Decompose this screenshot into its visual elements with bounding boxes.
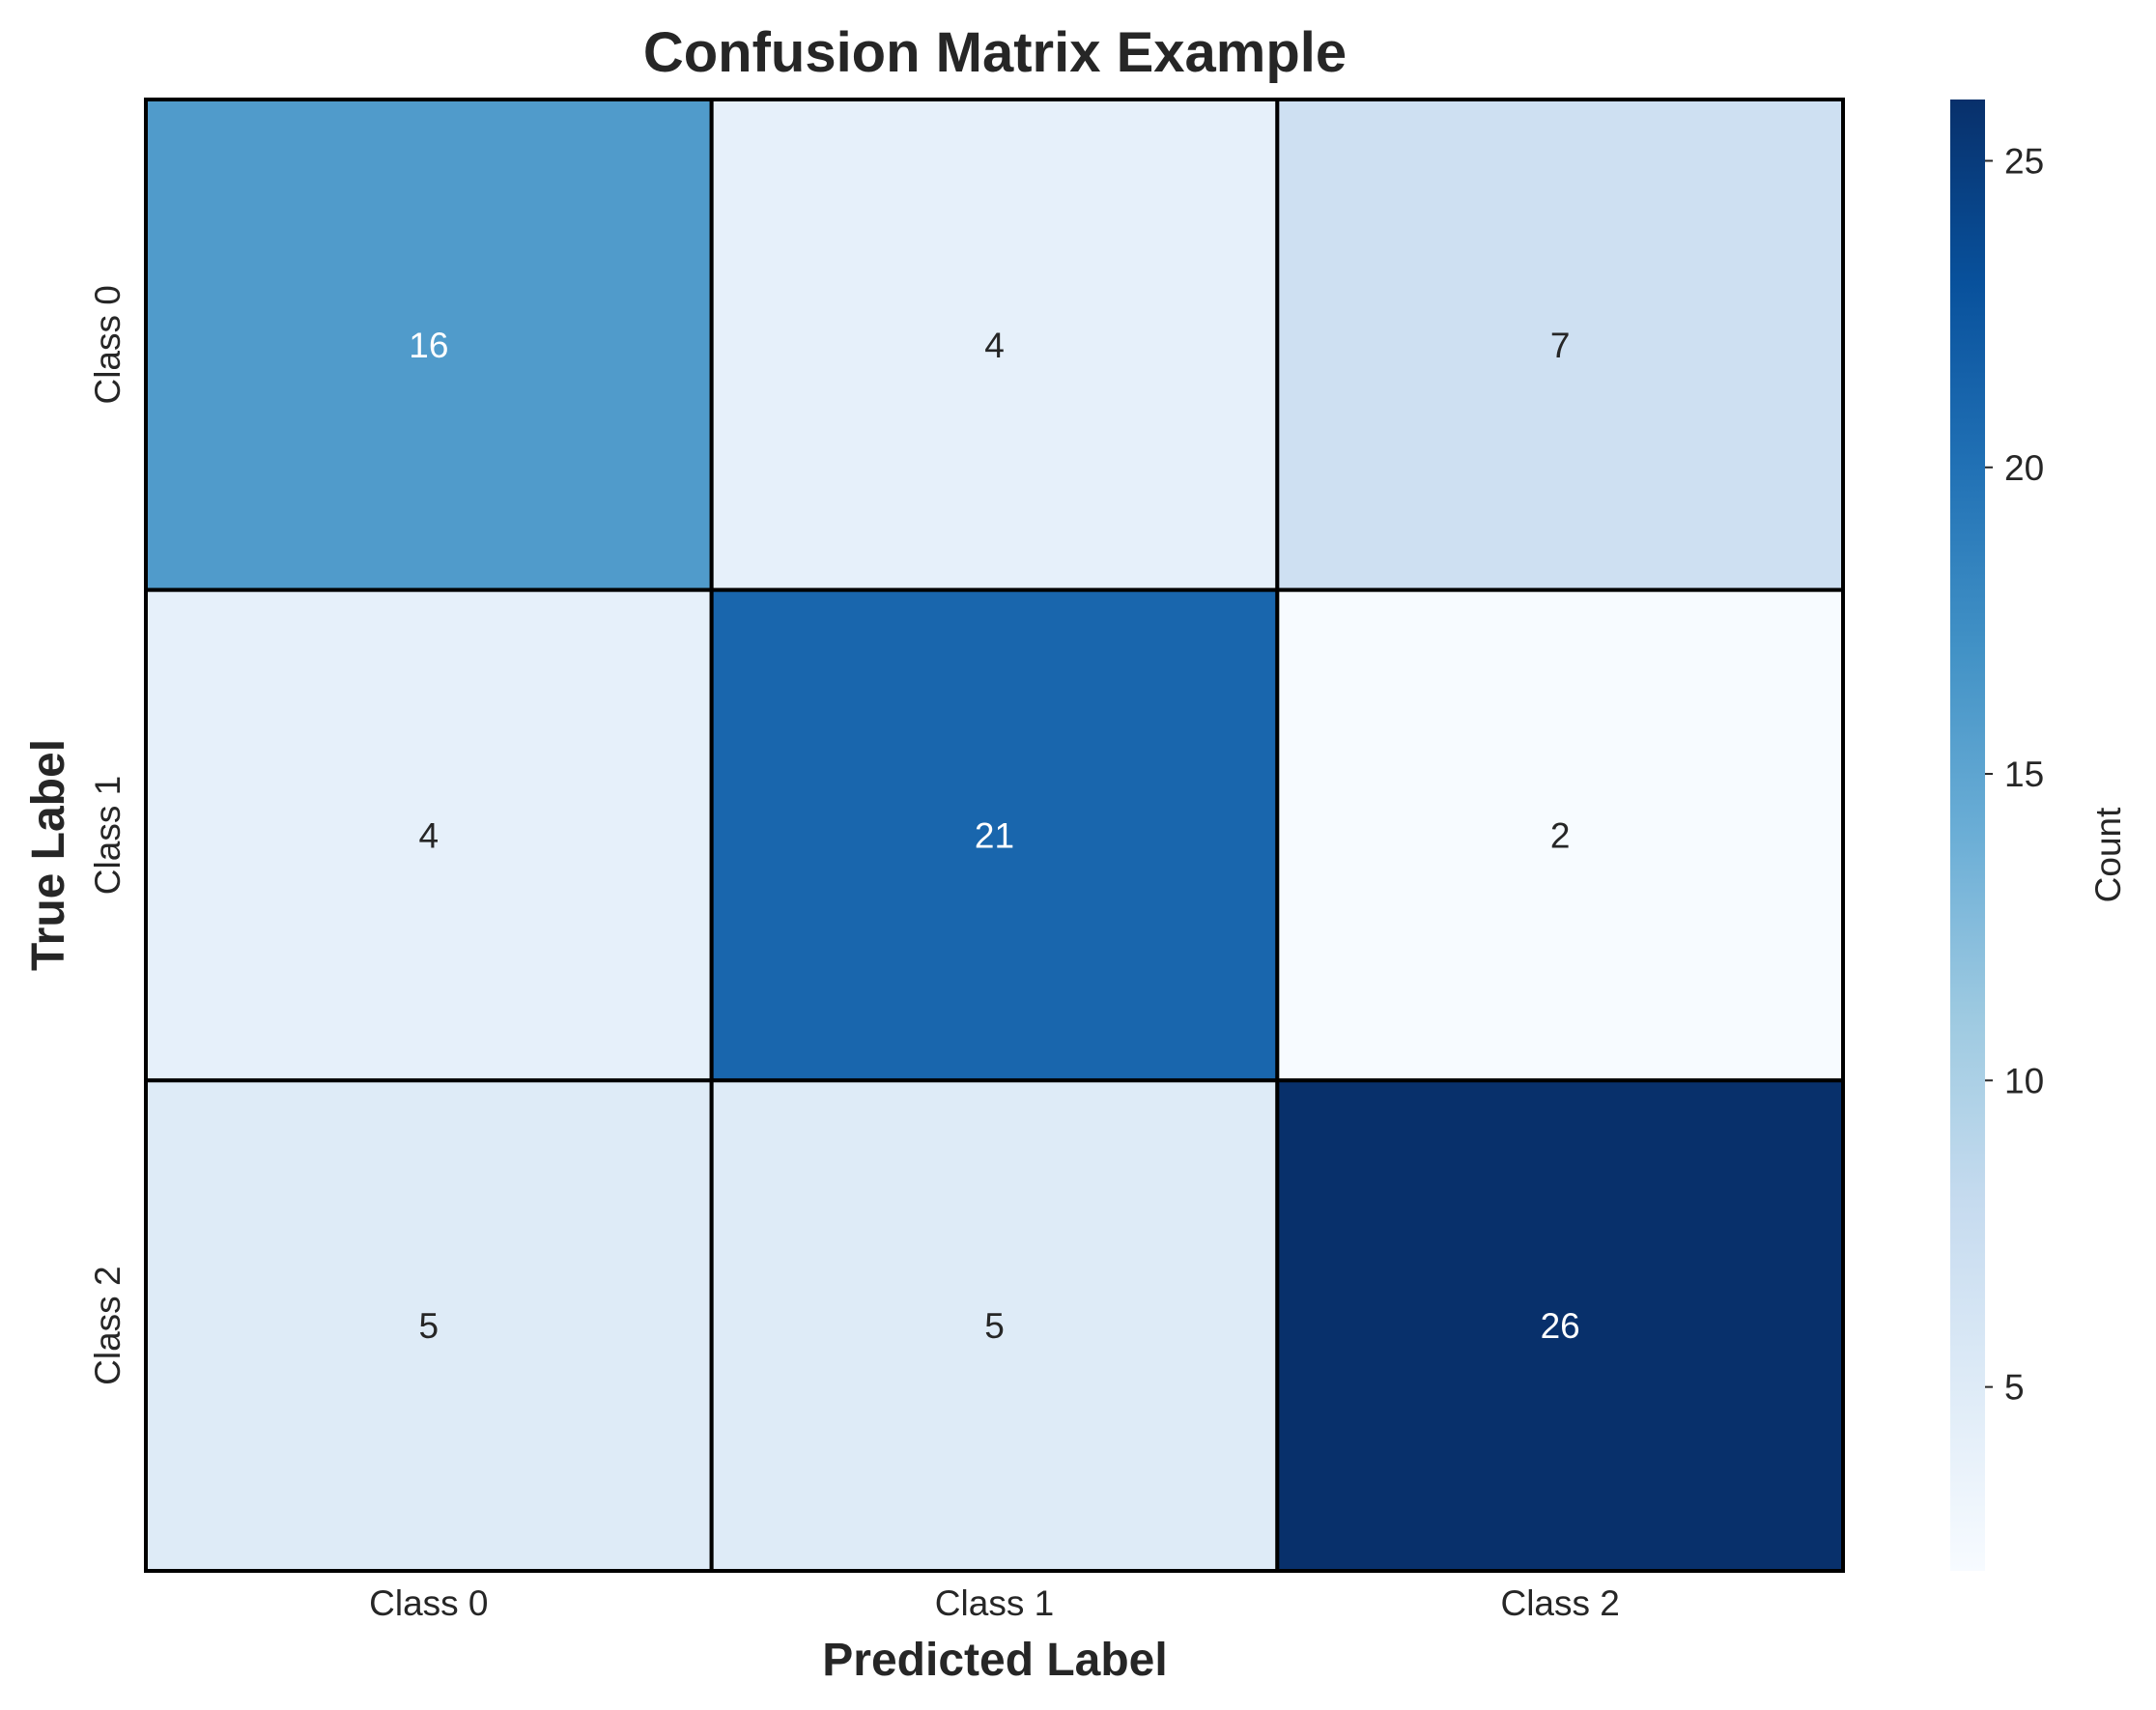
cell-value-label: 4 [419, 816, 440, 856]
x-axis-label: Predicted Label [822, 1635, 1167, 1686]
heatmap-cell [144, 587, 714, 1083]
chart-title: Confusion Matrix Example [643, 21, 1347, 84]
colorbar-label: Count [2088, 807, 2128, 902]
colorbar-tick-label: 10 [2004, 1061, 2044, 1100]
cell-value-label: 16 [409, 326, 448, 365]
y-tick-label: Class 1 [88, 776, 128, 895]
x-tick-labels: Class 0 Class 1 Class 2 [369, 1583, 1620, 1623]
colorbar-tick-label: 25 [2004, 141, 2044, 181]
y-tick-labels: Class 0 Class 1 Class 2 [88, 285, 128, 1385]
heatmap-cell [144, 98, 714, 592]
x-tick-label: Class 1 [935, 1583, 1054, 1623]
cell-value-label: 26 [1541, 1306, 1580, 1346]
heatmap-grid: 16 4 7 4 21 2 5 5 26 [144, 98, 1846, 1574]
heatmap-cell [1275, 587, 1846, 1083]
cell-value-label: 5 [984, 1306, 1005, 1346]
heatmap-cell [709, 1078, 1280, 1574]
heatmap-cell [709, 98, 1280, 592]
heatmap-border [144, 98, 1845, 1573]
colorbar-gradient [1950, 100, 1985, 1571]
y-tick-label: Class 0 [88, 285, 128, 404]
colorbar: 5 10 15 20 25 [1950, 100, 2044, 1571]
cell-value-label: 4 [984, 326, 1005, 365]
cell-value-label: 2 [1550, 816, 1571, 856]
y-axis-label: True Label [23, 739, 74, 971]
cell-value-label: 5 [419, 1306, 440, 1346]
x-tick-label: Class 2 [1500, 1583, 1619, 1623]
y-tick-label: Class 2 [88, 1266, 128, 1384]
cell-value-label: 21 [975, 816, 1014, 856]
colorbar-tick-label: 20 [2004, 448, 2044, 488]
x-tick-label: Class 0 [369, 1583, 488, 1623]
colorbar-tick-label: 15 [2004, 755, 2044, 794]
heatmap-cell [709, 587, 1280, 1083]
cell-value-label: 7 [1550, 326, 1571, 365]
colorbar-tick-label: 5 [2004, 1368, 2025, 1408]
